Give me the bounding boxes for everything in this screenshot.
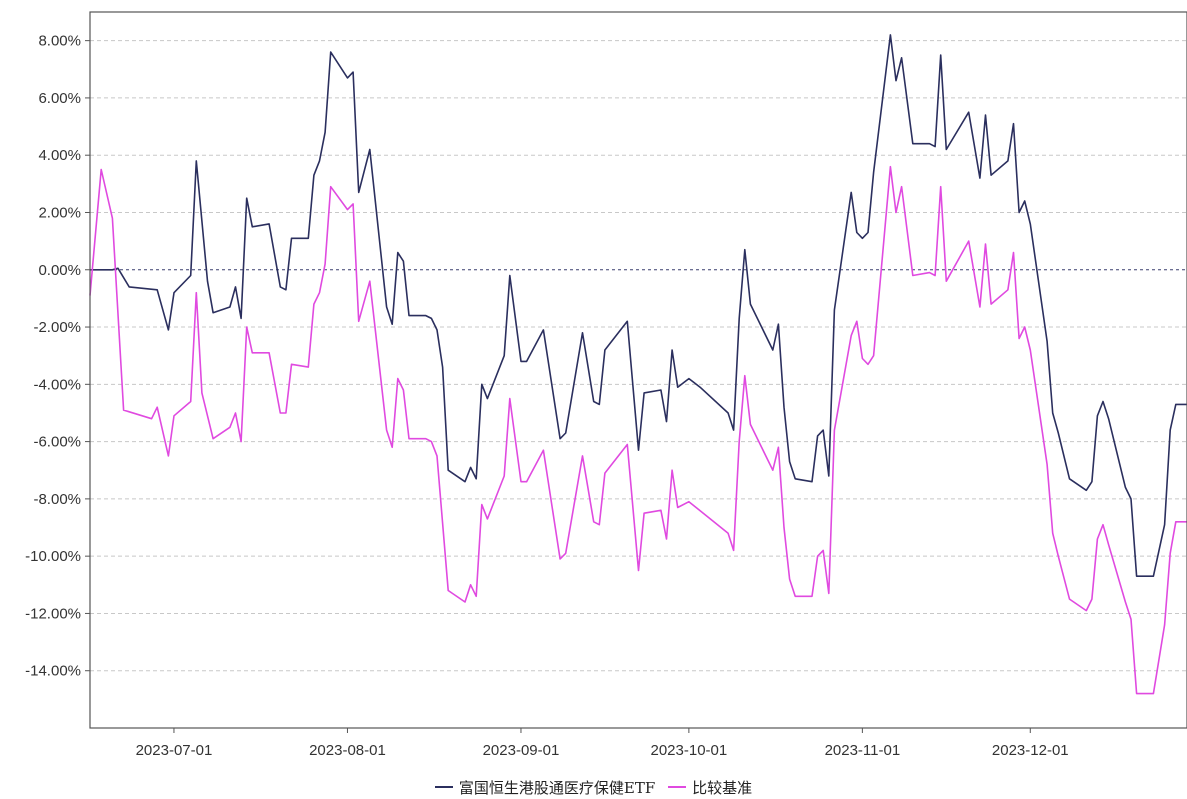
y-axis-ticks: 8.00% 6.00% 4.00% 2.00% 0.00% -2.00% -4.00% -6.…: [25, 33, 90, 680]
y-tick-label: -12.00%: [25, 605, 81, 622]
grid-lines: [90, 40, 1187, 672]
x-tick-label: 2023-11-01: [825, 742, 901, 759]
y-tick-label: -4.00%: [33, 376, 81, 393]
x-tick-label: 2023-07-01: [136, 742, 213, 759]
y-tick-label: -2.00%: [33, 319, 81, 336]
x-tick-label: 2023-09-01: [483, 742, 560, 759]
plot-frame: [89, 11, 1187, 729]
y-tick-label: -10.00%: [25, 548, 81, 565]
y-tick-label: 0.00%: [38, 262, 81, 279]
y-tick-label: 8.00%: [38, 33, 81, 50]
y-tick-label: -14.00%: [25, 663, 81, 680]
series-lines: [89, 34, 1187, 695]
x-axis-ticks: 2023-07-01 2023-08-01 2023-09-01 2023-10-01…: [136, 728, 1069, 759]
y-tick-label: 2.00%: [38, 204, 81, 221]
y-tick-label: -8.00%: [33, 491, 81, 508]
series-line-fund: [90, 34, 1187, 577]
legend-item-fund: 富国恒生港股通医疗保健ETF: [434, 777, 656, 798]
y-tick-label: 6.00%: [38, 90, 81, 107]
legend-item-benchmark: 比较基准: [668, 777, 752, 798]
legend-label-benchmark: 比较基准: [692, 778, 753, 797]
legend-swatch-benchmark: [668, 786, 687, 788]
series-line-benchmark: [89, 165, 1187, 695]
line-chart: 8.00% 6.00% 4.00% 2.00% 0.00% -2.00% -4.00% -6.…: [25, 11, 1187, 759]
x-tick-label: 2023-08-01: [309, 742, 386, 759]
x-tick-label: 2023-10-01: [651, 742, 728, 759]
x-tick-label: 2023-12-01: [992, 742, 1069, 759]
legend-label-fund: 富国恒生港股通医疗保健ETF: [458, 778, 656, 797]
legend-swatch-fund: [434, 786, 453, 788]
y-tick-label: -6.00%: [33, 434, 81, 451]
legend: 富国恒生港股通医疗保健ETF 比较基准: [0, 774, 1187, 798]
y-tick-label: 4.00%: [38, 147, 81, 164]
